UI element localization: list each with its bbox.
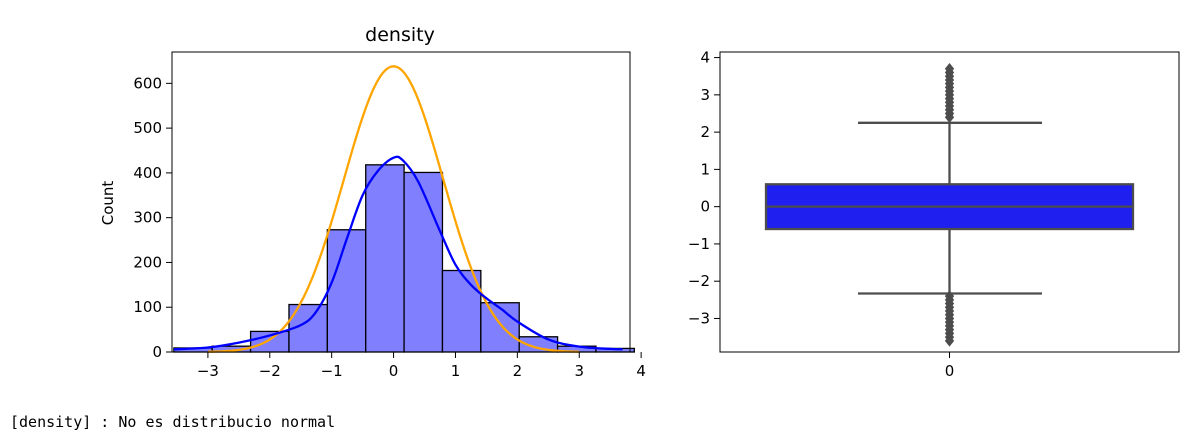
hist-x-tick-label: 3 [574,362,584,380]
normal-curve-line [207,65,580,353]
box-x-tick-label: 0 [945,362,955,380]
box-y-tick-label: 4 [700,49,710,67]
hist-curves [173,65,623,353]
box-y-tick-label: 0 [700,198,710,216]
hist-title: density [365,24,435,46]
hist-x-tick-label: 1 [451,362,461,380]
box-y-tick-label: 2 [700,123,710,141]
box-marks [764,62,1135,347]
box-outlier [944,335,955,347]
box-y-tick-label: −3 [688,309,710,327]
hist-ylabel: Count [99,181,117,226]
hist-y-tick-label: 400 [133,164,162,182]
box-y-tick-label: 3 [700,86,710,104]
hist-bar [326,229,367,353]
hist-bars [173,164,635,353]
box-y-tick-label: −1 [688,235,710,253]
box-axes-frame [719,51,1180,353]
box-y-tick-label: −2 [688,272,710,290]
hist-x-tick-label: −2 [259,362,281,380]
hist-x-ticks: −3 −2 −1 0 1 2 3 4 [197,352,646,380]
boxplot-chart: −3 −2 −1 0 1 2 3 4 0 [688,49,1180,380]
hist-y-tick-label: 500 [133,119,162,137]
histogram-chart: density Count 0 100 200 300 400 500 600 −3 −2 −1… [99,24,646,380]
hist-x-tick-label: 2 [513,362,523,380]
hist-bar [365,164,405,353]
hist-y-tick-label: 100 [133,298,162,316]
hist-bar [441,269,482,353]
hist-y-tick-label: 0 [152,343,162,361]
hist-x-tick-label: 4 [636,362,646,380]
hist-bar [403,171,444,353]
hist-y-tick-label: 300 [133,209,162,227]
box-y-ticks: −3 −2 −1 0 1 2 3 4 [688,49,720,327]
hist-y-ticks: 0 100 200 300 400 500 600 [133,74,172,361]
box-outlier [944,62,955,75]
hist-x-tick-label: −1 [321,362,343,380]
kde-curve-line [173,155,623,351]
output-text: [density] : No es distribucio normal [10,413,336,431]
hist-x-tick-label: 0 [389,362,399,380]
hist-bar [480,302,520,353]
box-x-ticks: 0 [945,352,955,380]
hist-y-tick-label: 200 [133,253,162,271]
hist-y-tick-label: 600 [133,74,162,92]
hist-x-tick-label: −3 [197,362,219,380]
hist-axes-frame [171,51,631,353]
box-y-tick-label: 1 [700,160,710,178]
